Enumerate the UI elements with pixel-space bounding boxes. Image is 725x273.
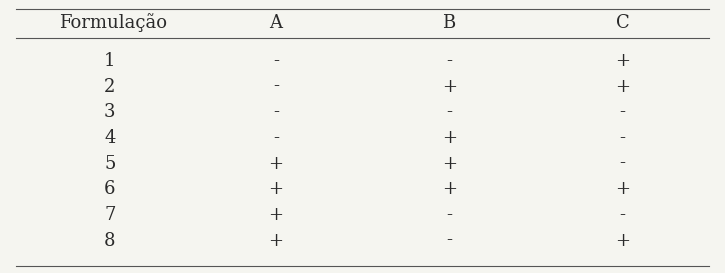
Text: -: - <box>273 103 279 121</box>
Text: -: - <box>619 129 626 147</box>
Text: +: + <box>615 78 630 96</box>
Text: 2: 2 <box>104 78 115 96</box>
Text: 4: 4 <box>104 129 115 147</box>
Text: -: - <box>273 129 279 147</box>
Text: +: + <box>442 129 457 147</box>
Text: +: + <box>442 78 457 96</box>
Text: Formulação: Formulação <box>59 14 167 32</box>
Text: +: + <box>268 206 283 224</box>
Text: -: - <box>273 52 279 70</box>
Text: -: - <box>446 52 452 70</box>
Text: 3: 3 <box>104 103 115 121</box>
Text: +: + <box>268 232 283 250</box>
Text: C: C <box>616 14 629 32</box>
Text: +: + <box>615 52 630 70</box>
Text: A: A <box>269 14 282 32</box>
Text: +: + <box>615 180 630 198</box>
Text: 5: 5 <box>104 155 115 173</box>
Text: +: + <box>268 180 283 198</box>
Text: B: B <box>442 14 456 32</box>
Text: 1: 1 <box>104 52 115 70</box>
Text: -: - <box>619 103 626 121</box>
Text: +: + <box>268 155 283 173</box>
Text: -: - <box>619 155 626 173</box>
Text: -: - <box>446 103 452 121</box>
Text: -: - <box>619 206 626 224</box>
Text: -: - <box>446 232 452 250</box>
Text: +: + <box>615 232 630 250</box>
Text: 7: 7 <box>104 206 115 224</box>
Text: +: + <box>442 180 457 198</box>
Text: 6: 6 <box>104 180 115 198</box>
Text: -: - <box>446 206 452 224</box>
Text: +: + <box>442 155 457 173</box>
Text: -: - <box>273 78 279 96</box>
Text: 8: 8 <box>104 232 115 250</box>
